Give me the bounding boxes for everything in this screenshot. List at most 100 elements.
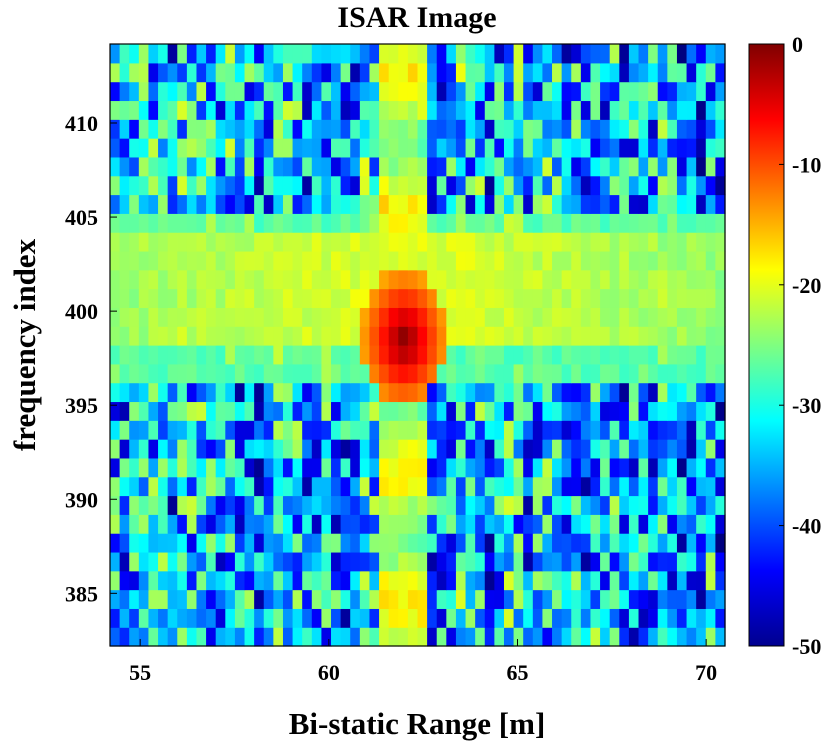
heatmap-cell — [446, 269, 457, 290]
heatmap-cell — [648, 551, 659, 572]
heatmap-cell — [552, 232, 563, 252]
heatmap-cell — [657, 288, 668, 308]
heatmap-cell — [263, 589, 274, 609]
heatmap-cell — [186, 100, 198, 120]
heatmap-cell — [571, 326, 582, 346]
heatmap-cell — [254, 533, 265, 553]
heatmap-cell — [215, 194, 226, 214]
heatmap-cell — [110, 307, 121, 327]
heatmap-cell — [398, 307, 409, 327]
heatmap-cell — [340, 44, 351, 64]
heatmap-cell — [561, 363, 572, 384]
heatmap-cell — [321, 44, 332, 64]
heatmap-cell — [628, 100, 640, 120]
heatmap-cell — [446, 382, 457, 403]
heatmap-cell — [571, 250, 582, 271]
heatmap-cell — [667, 476, 678, 497]
heatmap-cell — [705, 514, 716, 534]
heatmap-cell — [302, 514, 313, 534]
heatmap-cell — [561, 589, 572, 609]
heatmap-cell — [158, 138, 169, 158]
heatmap-cell — [455, 288, 467, 308]
heatmap-cell — [215, 608, 226, 628]
heatmap-cell — [552, 382, 563, 403]
heatmap-cell — [388, 119, 399, 139]
heatmap-cell — [148, 81, 159, 102]
heatmap-cell — [561, 175, 572, 196]
heatmap-cell — [475, 476, 486, 497]
y-tick-label: 395 — [65, 393, 98, 418]
heatmap-cell — [407, 420, 419, 440]
heatmap-cell — [177, 495, 188, 515]
heatmap-cell — [542, 269, 553, 290]
heatmap-cell — [388, 627, 399, 647]
heatmap-cell — [667, 401, 678, 421]
heatmap-cell — [628, 495, 640, 515]
heatmap-cell — [715, 250, 726, 271]
heatmap-cell — [542, 175, 553, 196]
heatmap-cell — [311, 288, 323, 308]
heatmap-cell — [369, 232, 380, 252]
heatmap-cell — [523, 100, 534, 120]
heatmap-cell — [619, 326, 630, 346]
heatmap-cell — [148, 250, 159, 271]
heatmap-cell — [398, 363, 409, 384]
heatmap-cell — [292, 439, 303, 459]
heatmap-cell — [638, 119, 649, 139]
heatmap-cell — [513, 627, 524, 647]
heatmap-cell — [138, 476, 150, 497]
heatmap-cell — [273, 627, 284, 647]
heatmap-cell — [282, 382, 294, 403]
heatmap-cell — [244, 62, 255, 83]
heatmap-cell — [158, 533, 169, 553]
heatmap-cell — [532, 44, 544, 64]
heatmap-cell — [484, 307, 495, 327]
heatmap-cell — [561, 533, 572, 553]
heatmap-cell — [705, 345, 716, 365]
heatmap-cell — [215, 476, 226, 497]
heatmap-cell — [590, 589, 601, 609]
heatmap-cell — [340, 307, 351, 327]
heatmap-cell — [119, 570, 130, 591]
heatmap-cell — [427, 533, 438, 553]
heatmap-cell — [705, 363, 716, 384]
heatmap-cell — [532, 156, 544, 177]
heatmap-cell — [542, 589, 553, 609]
heatmap-cell — [484, 232, 495, 252]
heatmap-cell — [715, 44, 726, 64]
heatmap-cell — [369, 175, 380, 196]
heatmap-cell — [215, 514, 226, 534]
heatmap-cell — [705, 439, 716, 459]
heatmap-cell — [532, 213, 544, 233]
heatmap-cell — [292, 495, 303, 515]
heatmap-cell — [503, 495, 515, 515]
heatmap-cell — [580, 194, 592, 214]
heatmap-cell — [407, 570, 419, 591]
heatmap-cell — [638, 627, 649, 647]
heatmap-cell — [369, 345, 380, 365]
heatmap-cell — [686, 589, 697, 609]
heatmap-cell — [292, 420, 303, 440]
heatmap-cell — [359, 457, 371, 478]
heatmap-cell — [282, 44, 294, 64]
heatmap-cell — [302, 44, 313, 64]
heatmap-cell — [427, 44, 438, 64]
heatmap-cell — [167, 476, 178, 497]
heatmap-cell — [206, 457, 217, 478]
heatmap-cell — [513, 326, 524, 346]
heatmap-cell — [580, 250, 592, 271]
heatmap-cell — [676, 589, 688, 609]
heatmap-cell — [580, 420, 592, 440]
heatmap-cell — [446, 194, 457, 214]
heatmap-cell — [158, 288, 169, 308]
heatmap-cell — [648, 345, 659, 365]
heatmap-cell — [369, 288, 380, 308]
heatmap-cell — [628, 269, 640, 290]
heatmap-cell — [234, 420, 246, 440]
heatmap-cell — [705, 138, 716, 158]
heatmap-cell — [609, 269, 620, 290]
heatmap-cell — [513, 213, 524, 233]
heatmap-cell — [427, 62, 438, 83]
heatmap-cell — [129, 269, 140, 290]
heatmap-cell — [523, 382, 534, 403]
